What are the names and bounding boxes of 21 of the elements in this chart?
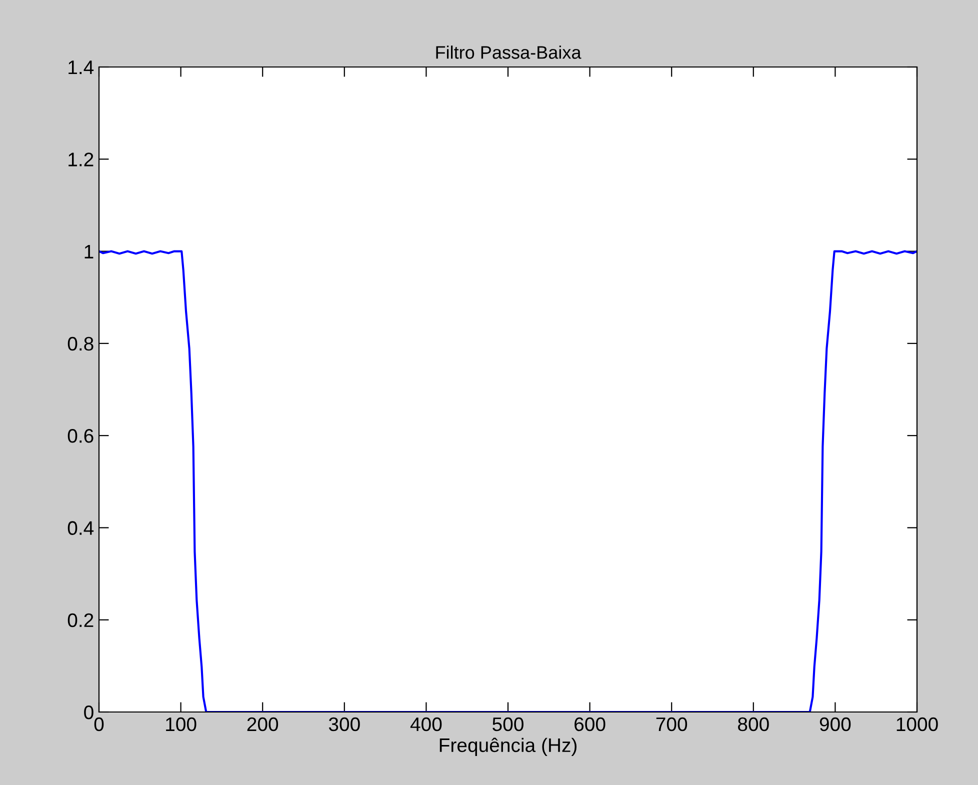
y-tick-label: 0.2: [68, 613, 94, 628]
x-tick-label: 1000: [896, 717, 938, 732]
x-tick-label: 200: [247, 717, 278, 732]
y-tick-label: 1.4: [68, 60, 94, 74]
x-tick-label: 600: [574, 717, 606, 732]
x-tick-label: 500: [492, 717, 524, 732]
x-tick-label: 0: [94, 717, 104, 732]
chart-title: Filtro Passa-Baixa: [436, 46, 582, 59]
x-tick-label: 400: [410, 717, 442, 732]
x-axis-title: Frequência (Hz): [440, 738, 576, 756]
x-tick-label: 300: [328, 717, 360, 732]
x-tick-label: 900: [820, 717, 851, 732]
y-tick-label: 1.2: [68, 152, 94, 166]
y-tick-label: 0.8: [68, 336, 94, 351]
y-tick-label: 0.4: [68, 521, 94, 535]
x-tick-label: 100: [166, 717, 196, 732]
y-tick-label: 1: [84, 244, 94, 258]
x-tick-label: 800: [738, 717, 769, 732]
x-tick-label: 700: [656, 717, 688, 732]
y-tick-label: 0.6: [68, 429, 94, 443]
y-tick-label: 0: [84, 705, 94, 720]
